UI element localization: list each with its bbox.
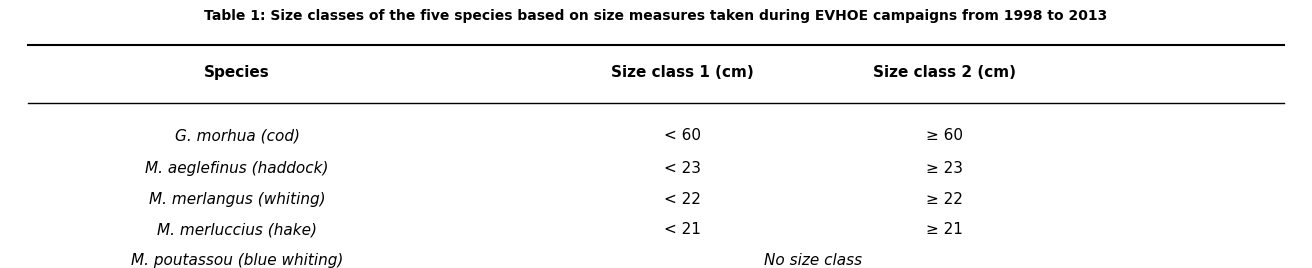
Text: M. aeglefinus (haddock): M. aeglefinus (haddock): [146, 161, 329, 176]
Text: ≥ 23: ≥ 23: [925, 161, 963, 176]
Text: M. merlangus (whiting): M. merlangus (whiting): [148, 192, 325, 207]
Text: < 23: < 23: [664, 161, 701, 176]
Text: Size class 2 (cm): Size class 2 (cm): [872, 65, 1015, 80]
Text: No size class: No size class: [764, 252, 862, 267]
Text: < 60: < 60: [664, 128, 701, 143]
Text: Size class 1 (cm): Size class 1 (cm): [611, 65, 753, 80]
Text: G. morhua (cod): G. morhua (cod): [174, 128, 299, 143]
Text: M. poutassou (blue whiting): M. poutassou (blue whiting): [131, 252, 344, 267]
Text: Table 1: Size classes of the five species based on size measures taken during EV: Table 1: Size classes of the five specie…: [205, 9, 1107, 23]
Text: < 21: < 21: [664, 222, 701, 237]
Text: M. merluccius (hake): M. merluccius (hake): [157, 222, 318, 237]
Text: ≥ 21: ≥ 21: [925, 222, 963, 237]
Text: < 22: < 22: [664, 192, 701, 207]
Text: ≥ 22: ≥ 22: [925, 192, 963, 207]
Text: Species: Species: [205, 65, 270, 80]
Text: ≥ 60: ≥ 60: [925, 128, 963, 143]
